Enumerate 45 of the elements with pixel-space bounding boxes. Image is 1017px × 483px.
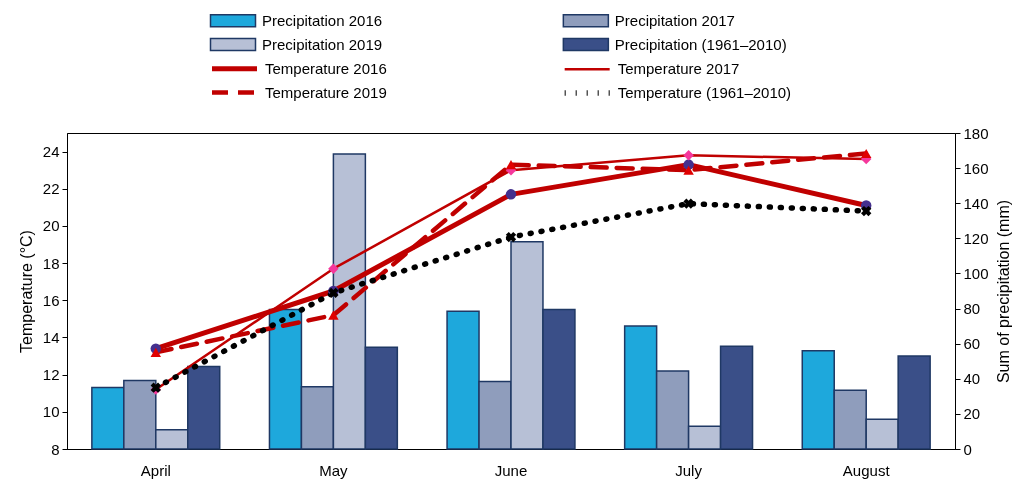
y2-tick-label: 0 bbox=[963, 440, 972, 458]
point bbox=[861, 205, 872, 217]
y2-tick-label: 20 bbox=[963, 405, 981, 423]
point bbox=[683, 198, 694, 209]
legend-label: Temperature 2016 bbox=[265, 59, 387, 77]
legend-label: Temperature 2017 bbox=[617, 60, 740, 78]
x-tick-label: June bbox=[494, 461, 528, 479]
y-tick-label: 24 bbox=[42, 143, 60, 161]
y2-tick-label: 60 bbox=[963, 335, 981, 353]
y2-tick-label: 180 bbox=[963, 124, 989, 142]
y-tick-label: 20 bbox=[42, 217, 60, 235]
point bbox=[150, 347, 162, 357]
point bbox=[505, 160, 517, 170]
y2-tick-label: 160 bbox=[963, 159, 989, 177]
y2-tick-label: 100 bbox=[963, 264, 989, 282]
legend-label: Temperature (1961–2010) bbox=[617, 84, 792, 101]
y2-tick-label: 40 bbox=[963, 370, 981, 388]
y2-tick-label: 140 bbox=[963, 194, 989, 212]
y-tick-label: 12 bbox=[42, 366, 60, 384]
point bbox=[328, 263, 339, 274]
y-tick-label: 14 bbox=[42, 328, 60, 346]
legend-label: Precipitation (1961–2010) bbox=[614, 35, 787, 53]
legend-label: Temperature 2019 bbox=[265, 83, 387, 101]
point bbox=[860, 148, 872, 158]
y2-tick-label: 120 bbox=[963, 229, 989, 247]
y-tick-label: 18 bbox=[42, 254, 60, 272]
y-axis-title: Temperature (°C) bbox=[17, 230, 35, 353]
point bbox=[683, 150, 694, 161]
y-tick-label: 22 bbox=[42, 180, 60, 198]
y2-tick-label: 80 bbox=[963, 300, 981, 318]
legend-label: Precipitation 2016 bbox=[262, 11, 383, 29]
x-tick-label: April bbox=[140, 461, 171, 479]
point bbox=[505, 189, 517, 200]
y-tick-label: 16 bbox=[42, 291, 60, 309]
x-tick-label: May bbox=[319, 461, 349, 479]
point bbox=[505, 231, 517, 243]
point bbox=[328, 310, 339, 320]
x-tick-label: August bbox=[842, 461, 891, 479]
y-tick-label: 8 bbox=[51, 440, 60, 458]
x-tick-label: July bbox=[675, 461, 703, 479]
point bbox=[683, 165, 694, 175]
y-tick-label: 10 bbox=[42, 403, 60, 421]
legend-label: Precipitation 2017 bbox=[614, 11, 735, 29]
legend-label: Precipitation 2019 bbox=[262, 35, 383, 53]
y2-axis-title: Sum of precipitation (mm) bbox=[994, 199, 1012, 384]
